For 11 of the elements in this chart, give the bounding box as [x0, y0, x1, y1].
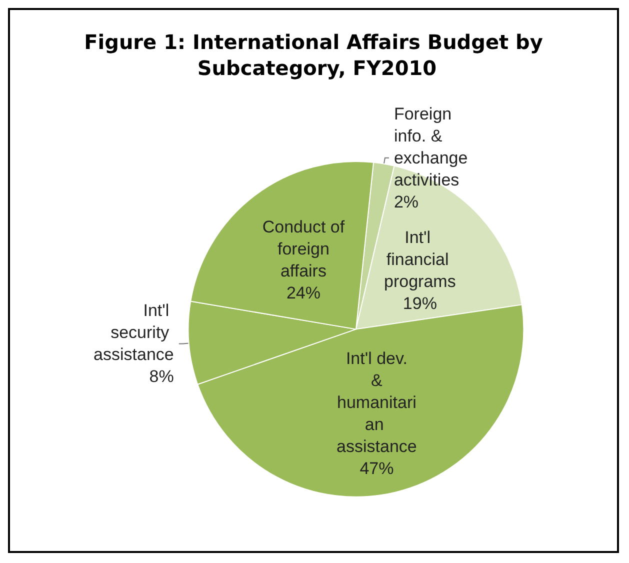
data-label: 47% [360, 459, 394, 478]
slice-label: Int'l dev. & humanitarian assistance [336, 349, 417, 456]
slice-label: Conduct of foreign affairs [262, 218, 345, 281]
slice-label: Foreign info. & exchange activities [394, 104, 472, 190]
slice-label: Int'l financial programs [384, 228, 456, 291]
slice-label: Int'l security assistance [94, 301, 174, 364]
data-label: 2% [394, 192, 419, 212]
data-label: 24% [286, 284, 320, 303]
data-label: 19% [402, 294, 437, 313]
data-label: 8% [149, 367, 174, 386]
chart-title: Figure 1: International Affairs Budget by Subcategory, FY2010 [84, 30, 543, 80]
